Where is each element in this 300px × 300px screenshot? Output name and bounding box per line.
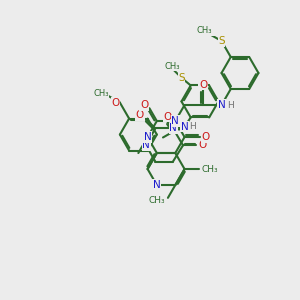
Text: N: N <box>169 123 177 134</box>
Text: CH₃: CH₃ <box>93 88 109 98</box>
Text: CH₃: CH₃ <box>149 196 166 206</box>
Text: N: N <box>181 122 188 132</box>
Text: CH₃: CH₃ <box>164 62 180 71</box>
Text: H: H <box>189 122 196 131</box>
Text: O: O <box>111 98 119 108</box>
Text: S: S <box>218 36 225 46</box>
Text: O: O <box>198 140 206 150</box>
Text: S: S <box>178 73 185 83</box>
Text: O: O <box>202 132 210 142</box>
Text: N: N <box>171 116 179 126</box>
Text: H: H <box>227 100 234 109</box>
Text: N: N <box>153 180 161 190</box>
Text: CH₃: CH₃ <box>196 26 212 35</box>
Text: N: N <box>142 140 150 150</box>
Text: O: O <box>140 100 148 110</box>
Text: O: O <box>164 112 172 122</box>
Text: CH₃: CH₃ <box>202 164 218 173</box>
Text: O: O <box>136 110 144 120</box>
Text: O: O <box>199 80 207 90</box>
Text: N: N <box>218 100 225 110</box>
Text: N: N <box>144 132 152 142</box>
